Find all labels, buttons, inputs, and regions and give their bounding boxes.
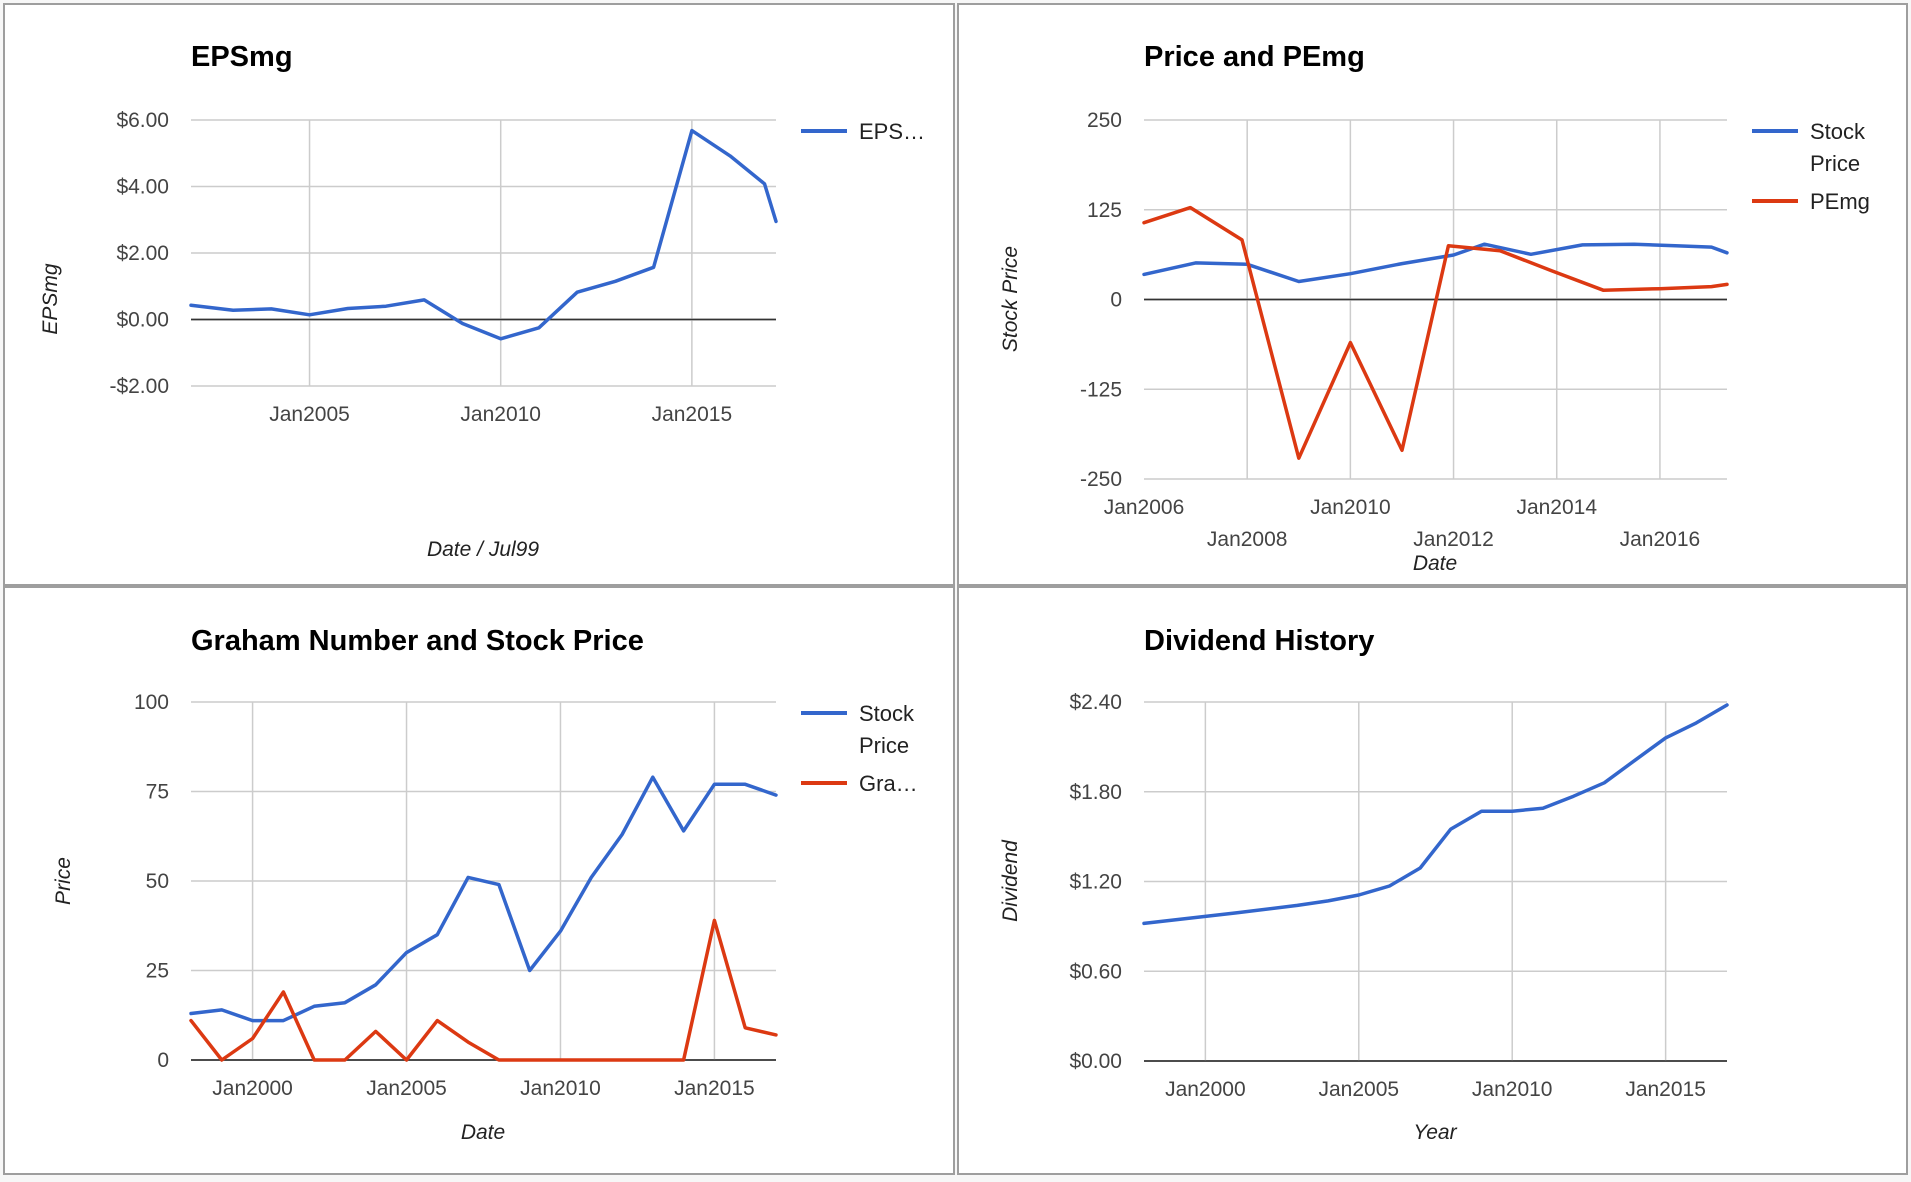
series-line [1142,703,1729,926]
x-tick-label: Jan2005 [269,403,350,426]
y-tick-label: 0 [157,1049,169,1072]
x-axis-label: Date [461,1121,505,1144]
y-tick-label: 50 [146,870,169,893]
y-axis-label: Price [52,857,75,905]
y-tick-label: 75 [146,781,169,804]
y-tick-label: -250 [1080,468,1122,491]
x-tick-label: Jan2016 [1620,528,1701,551]
x-tick-label: Jan2006 [1104,496,1185,519]
chart-title: Dividend History [1144,625,1374,657]
x-tick-label: Jan2010 [1472,1078,1553,1101]
x-tick-label: Jan2012 [1413,528,1494,551]
y-tick-label: 25 [146,960,169,983]
y-tick-label: $1.20 [1069,871,1122,894]
x-tick-label: Jan2005 [366,1077,447,1100]
y-tick-label: 125 [1087,199,1122,222]
y-tick-label: -125 [1080,378,1122,401]
y-tick-label: $6.00 [116,109,169,132]
eps-chart: $6.00 $4.00 $2.00 $0.00 -$2.00 Jan2005 Jan2010… [39,41,925,561]
x-tick-label: Jan2010 [460,403,541,426]
series-line [189,775,778,1023]
x-tick-label: Jan2014 [1516,496,1597,519]
legend-label: Stock Price [859,701,915,758]
legend-label: Stock Price [1810,119,1866,176]
chart-title: Price and PEmg [1144,41,1365,73]
y-tick-label: $1.80 [1069,781,1122,804]
y-axis-label: EPSmg [39,263,62,335]
series-line [1142,205,1729,460]
dividend-chart-panel: $2.40 $1.80 $1.20 $0.60 $0.00 Jan2000 Jan2005 J… [957,586,1908,1175]
graham-chart-panel: 100 75 50 25 0 Jan2000 Jan2005 Jan2010 Jan2015 Gr… [3,586,955,1175]
x-axis-label: Year [1413,1121,1457,1144]
series-line [189,918,778,1062]
x-tick-label: Jan2005 [1319,1078,1400,1101]
y-tick-label: $2.00 [116,242,169,265]
x-tick-label: Jan2015 [652,403,733,426]
y-tick-label: $0.60 [1069,960,1122,983]
y-tick-label: 100 [134,691,169,714]
x-tick-label: Jan2000 [1165,1078,1246,1101]
x-tick-label: Jan2008 [1207,528,1288,551]
y-tick-label: 0 [1110,289,1122,312]
graham-chart: 100 75 50 25 0 Jan2000 Jan2005 Jan2010 Jan2015 Gr… [52,625,918,1144]
y-axis-label: Stock Price [999,246,1022,352]
y-tick-label: $4.00 [116,176,169,199]
y-tick-label: $0.00 [1069,1050,1122,1073]
y-axis-label: Dividend [999,839,1022,922]
x-tick-label: Jan2010 [1310,496,1391,519]
price-pe-chart: 250 125 0 -125 -250 Jan2006 Jan2008 Jan2010 Jan2… [999,41,1870,575]
series-line [189,128,778,341]
chart-title: EPSmg [191,41,293,73]
y-tick-label: 250 [1087,109,1122,132]
y-tick-label: $0.00 [116,309,169,332]
x-axis-label: Date / Jul99 [427,538,539,561]
chart-title: Graham Number and Stock Price [191,625,644,657]
x-axis-label: Date [1413,552,1457,575]
legend-label: EPS… [859,119,925,144]
x-tick-label: Jan2000 [212,1077,293,1100]
x-tick-label: Jan2015 [1625,1078,1706,1101]
legend-label: PEmg [1810,189,1870,214]
series-line [1142,242,1729,284]
price-pe-chart-panel: 250 125 0 -125 -250 Jan2006 Jan2008 Jan2010 Jan2… [957,3,1908,586]
y-tick-label: -$2.00 [109,375,169,398]
x-tick-label: Jan2010 [520,1077,601,1100]
eps-chart-panel: $6.00 $4.00 $2.00 $0.00 -$2.00 Jan2005 Jan2010… [3,3,955,586]
dividend-chart: $2.40 $1.80 $1.20 $0.60 $0.00 Jan2000 Jan2005 J… [999,625,1729,1144]
x-tick-label: Jan2015 [674,1077,755,1100]
legend-label: Gra… [859,771,918,796]
y-tick-label: $2.40 [1069,691,1122,714]
